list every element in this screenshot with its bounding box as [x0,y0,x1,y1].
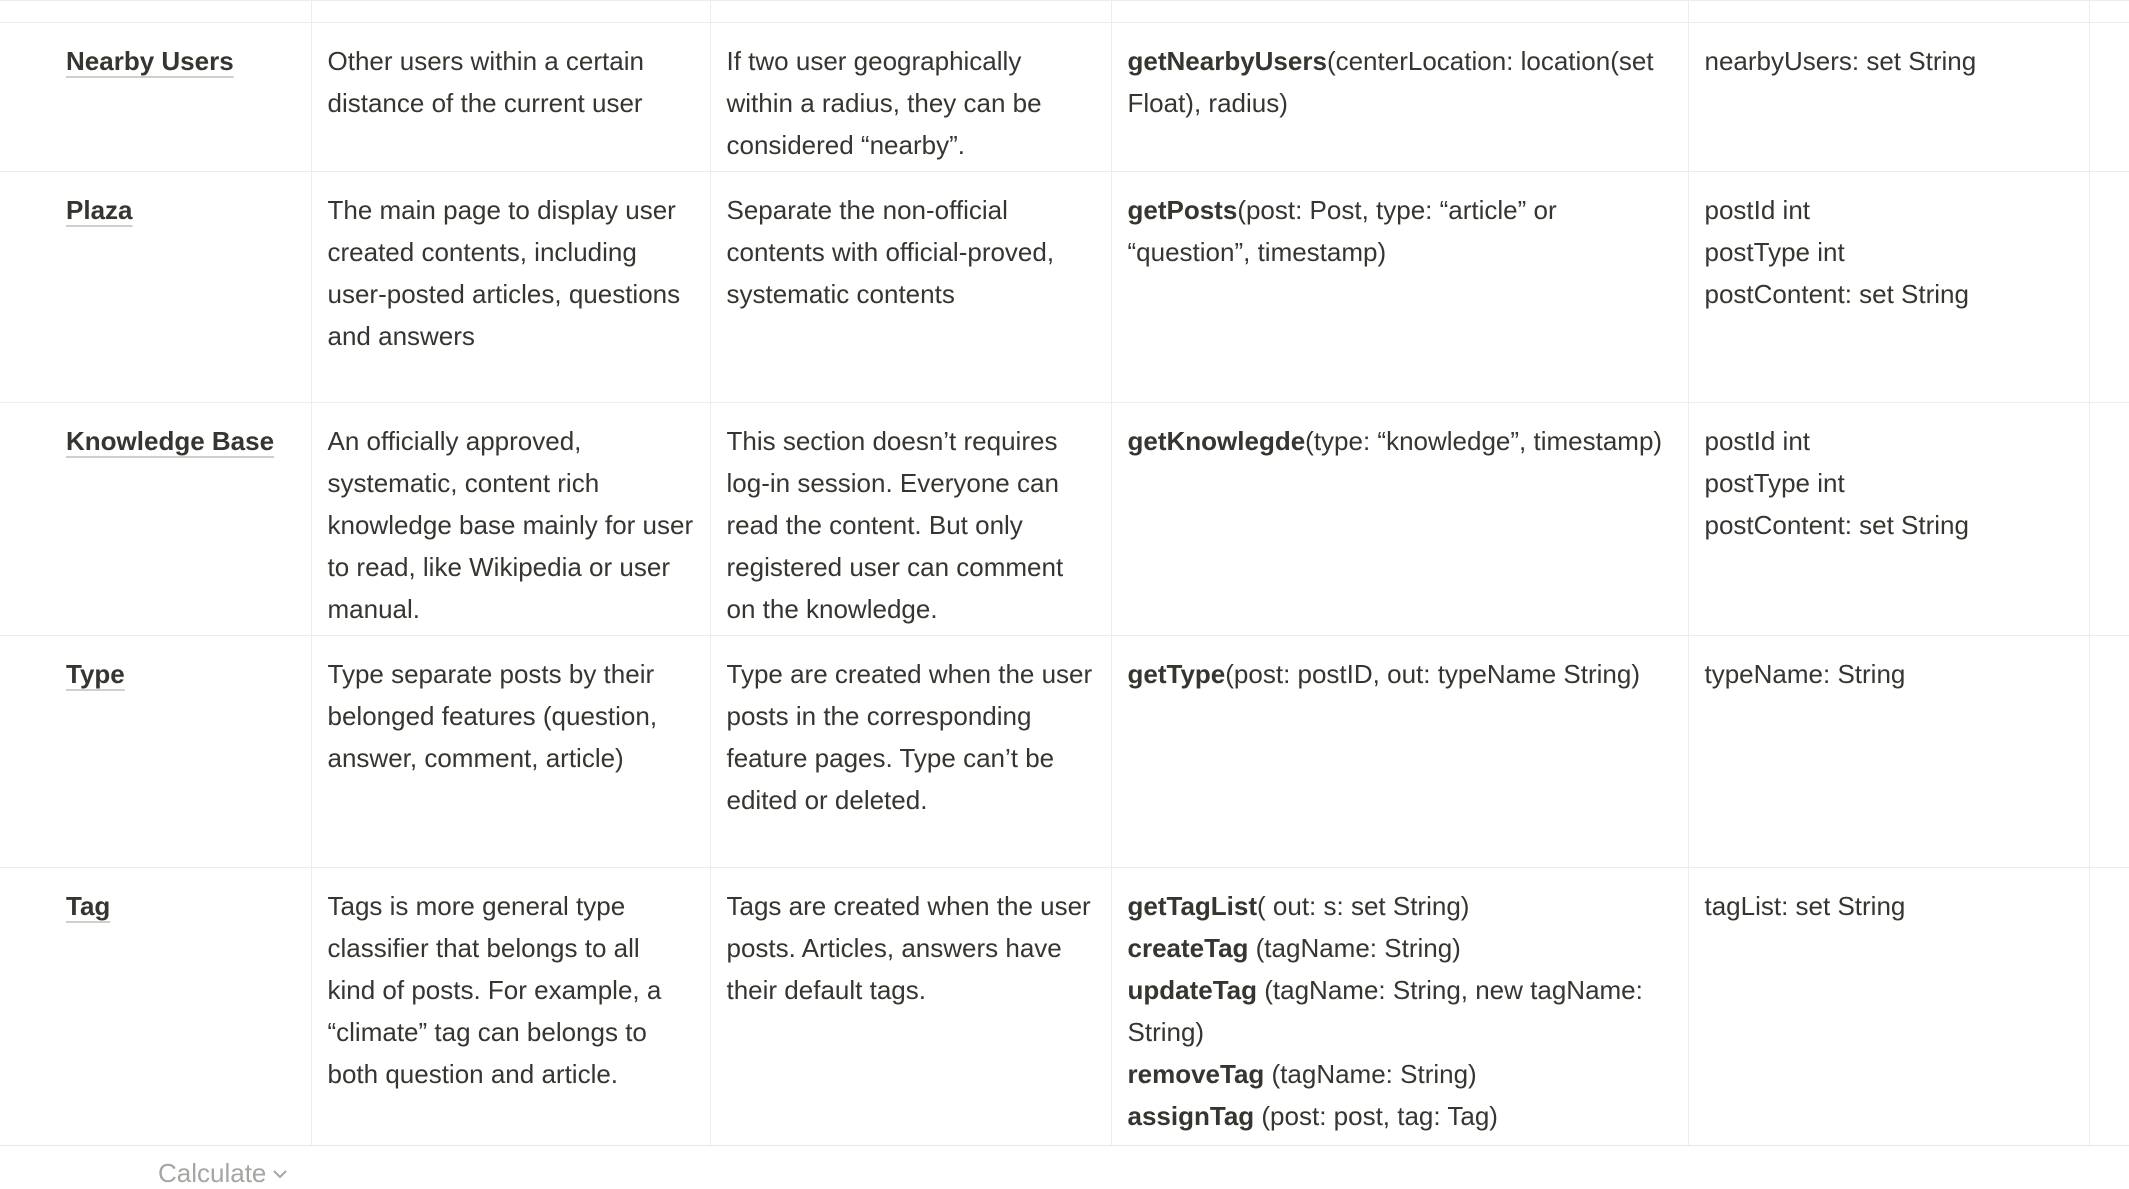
name-cell: Knowledge Base [0,402,312,636]
name-cell: Tag [0,867,312,1145]
fields-cell: postId int postType int postContent: set S… [1687,171,2090,403]
field-line: tagList: set String [1704,891,1906,921]
page-link[interactable]: Type [66,659,125,689]
function-name: getType [1127,659,1226,689]
function-line: getType(post: postID, out: typeName Stri… [1128,653,1672,695]
field-line: typeName: String [1704,659,1906,689]
function-args: (tagName: String) [1248,933,1461,963]
fields-cell: postId int postType int postContent: set S… [1687,402,2090,636]
function-args: (tagName: String, new tagName: String) [1127,975,1643,1047]
function-line: getKnowlegde(type: “knowledge”, timestam… [1128,420,1672,462]
page-link[interactable]: Nearby Users [66,46,234,76]
function-line: getPosts(post: Post, type: “article” or … [1128,189,1672,273]
chevron-icon [273,1169,288,1178]
table-row: Knowledge Base An officially approved, sy… [0,402,2129,636]
function-args: (post: post, tag: Tag) [1254,1101,1498,1131]
name-cell: Nearby Users [0,22,312,172]
field-line: postType int [1704,237,1845,267]
function-line: updateTag (tagName: String, new tagName:… [1128,969,1672,1053]
function-line: createTag (tagName: String) [1128,927,1672,969]
description-cell: The main page to display user created co… [310,171,711,403]
description-cell: Type separate posts by their belonged fe… [310,635,711,868]
page-link[interactable]: Tag [66,891,111,921]
function-line: removeTag (tagName: String) [1128,1053,1672,1095]
function-args: (type: “knowledge”, timestamp) [1305,426,1663,456]
function-args: (tagName: String) [1264,1059,1477,1089]
function-name: updateTag [1127,975,1258,1005]
table-row: Nearby Users Other users within a certain… [0,22,2129,172]
table-row: Type Type separate posts by their belonge… [0,635,2129,868]
extra-cell [2088,171,2129,403]
extra-cell [2088,402,2129,636]
fields-cell: typeName: String [1687,635,2090,868]
rule-cell: Separate the non-official contents with … [709,171,1112,403]
fields-cell: nearbyUsers: set String [1687,22,2090,172]
calculate-label[interactable]: Calculate [158,1158,267,1188]
calculate-button[interactable]: Calculate [158,1158,288,1189]
page-link[interactable]: Knowledge Base [66,426,275,456]
field-line: postType int [1704,468,1845,498]
function-name: getPosts [1127,195,1238,225]
table: Nearby Users Other users within a certain… [0,0,2129,1145]
function-name: getTagList [1127,891,1258,921]
function-line: getTagList( out: s: set String) [1128,885,1672,927]
function-args: (post: postID, out: typeName String) [1225,659,1640,689]
field-line: postId int [1704,426,1811,456]
rule-cell: If two user geographically within a radi… [709,22,1112,172]
field-line: postContent: set String [1704,510,1969,540]
function-name: getNearbyUsers [1127,46,1327,76]
function-name: removeTag [1127,1059,1265,1089]
functions-cell: getPosts(post: Post, type: “article” or … [1110,171,1689,403]
function-name: assignTag [1127,1101,1255,1131]
description-cell: An officially approved, systematic, cont… [310,402,711,636]
extra-cell [2088,635,2129,868]
functions-cell: getNearbyUsers(centerLocation: location(… [1110,22,1689,172]
field-line: nearbyUsers: set String [1704,46,1977,76]
function-args: (centerLocation: location(set Float), ra… [1127,46,1654,118]
name-cell: Plaza [0,171,312,403]
function-name: createTag [1127,933,1249,963]
rule-cell: Tags are created when the user posts. Ar… [709,867,1112,1145]
rule-cell: Type are created when the user posts in … [709,635,1112,868]
function-args: (post: Post, type: “article” or “questio… [1127,195,1557,267]
field-line: postId int [1704,195,1811,225]
database-table: Nearby Users Other users within a certain… [0,0,2129,1146]
rule-cell: This section doesn’t requires log-in ses… [709,402,1112,636]
function-line: getNearbyUsers(centerLocation: location(… [1128,40,1672,124]
table-row: Plaza The main page to display user creat… [0,171,2129,403]
page-link[interactable]: Plaza [66,195,133,225]
table-row: Tag Tags is more general type classifier … [0,867,2129,1145]
description-cell: Tags is more general type classifier tha… [310,867,711,1145]
name-cell: Type [0,635,312,868]
extra-cell [2088,867,2129,1145]
function-line: assignTag (post: post, tag: Tag) [1128,1095,1672,1137]
extra-cell [2088,22,2129,172]
function-args: ( out: s: set String) [1257,891,1470,921]
field-line: postContent: set String [1704,279,1969,309]
functions-cell: getKnowlegde(type: “knowledge”, timestam… [1110,402,1689,636]
functions-cell: getTagList( out: s: set String) createTag… [1110,867,1689,1145]
fields-cell: tagList: set String [1687,867,2090,1145]
description-cell: Other users within a certain distance of… [310,22,711,172]
functions-cell: getType(post: postID, out: typeName Stri… [1110,635,1689,868]
function-name: getKnowlegde [1127,426,1306,456]
